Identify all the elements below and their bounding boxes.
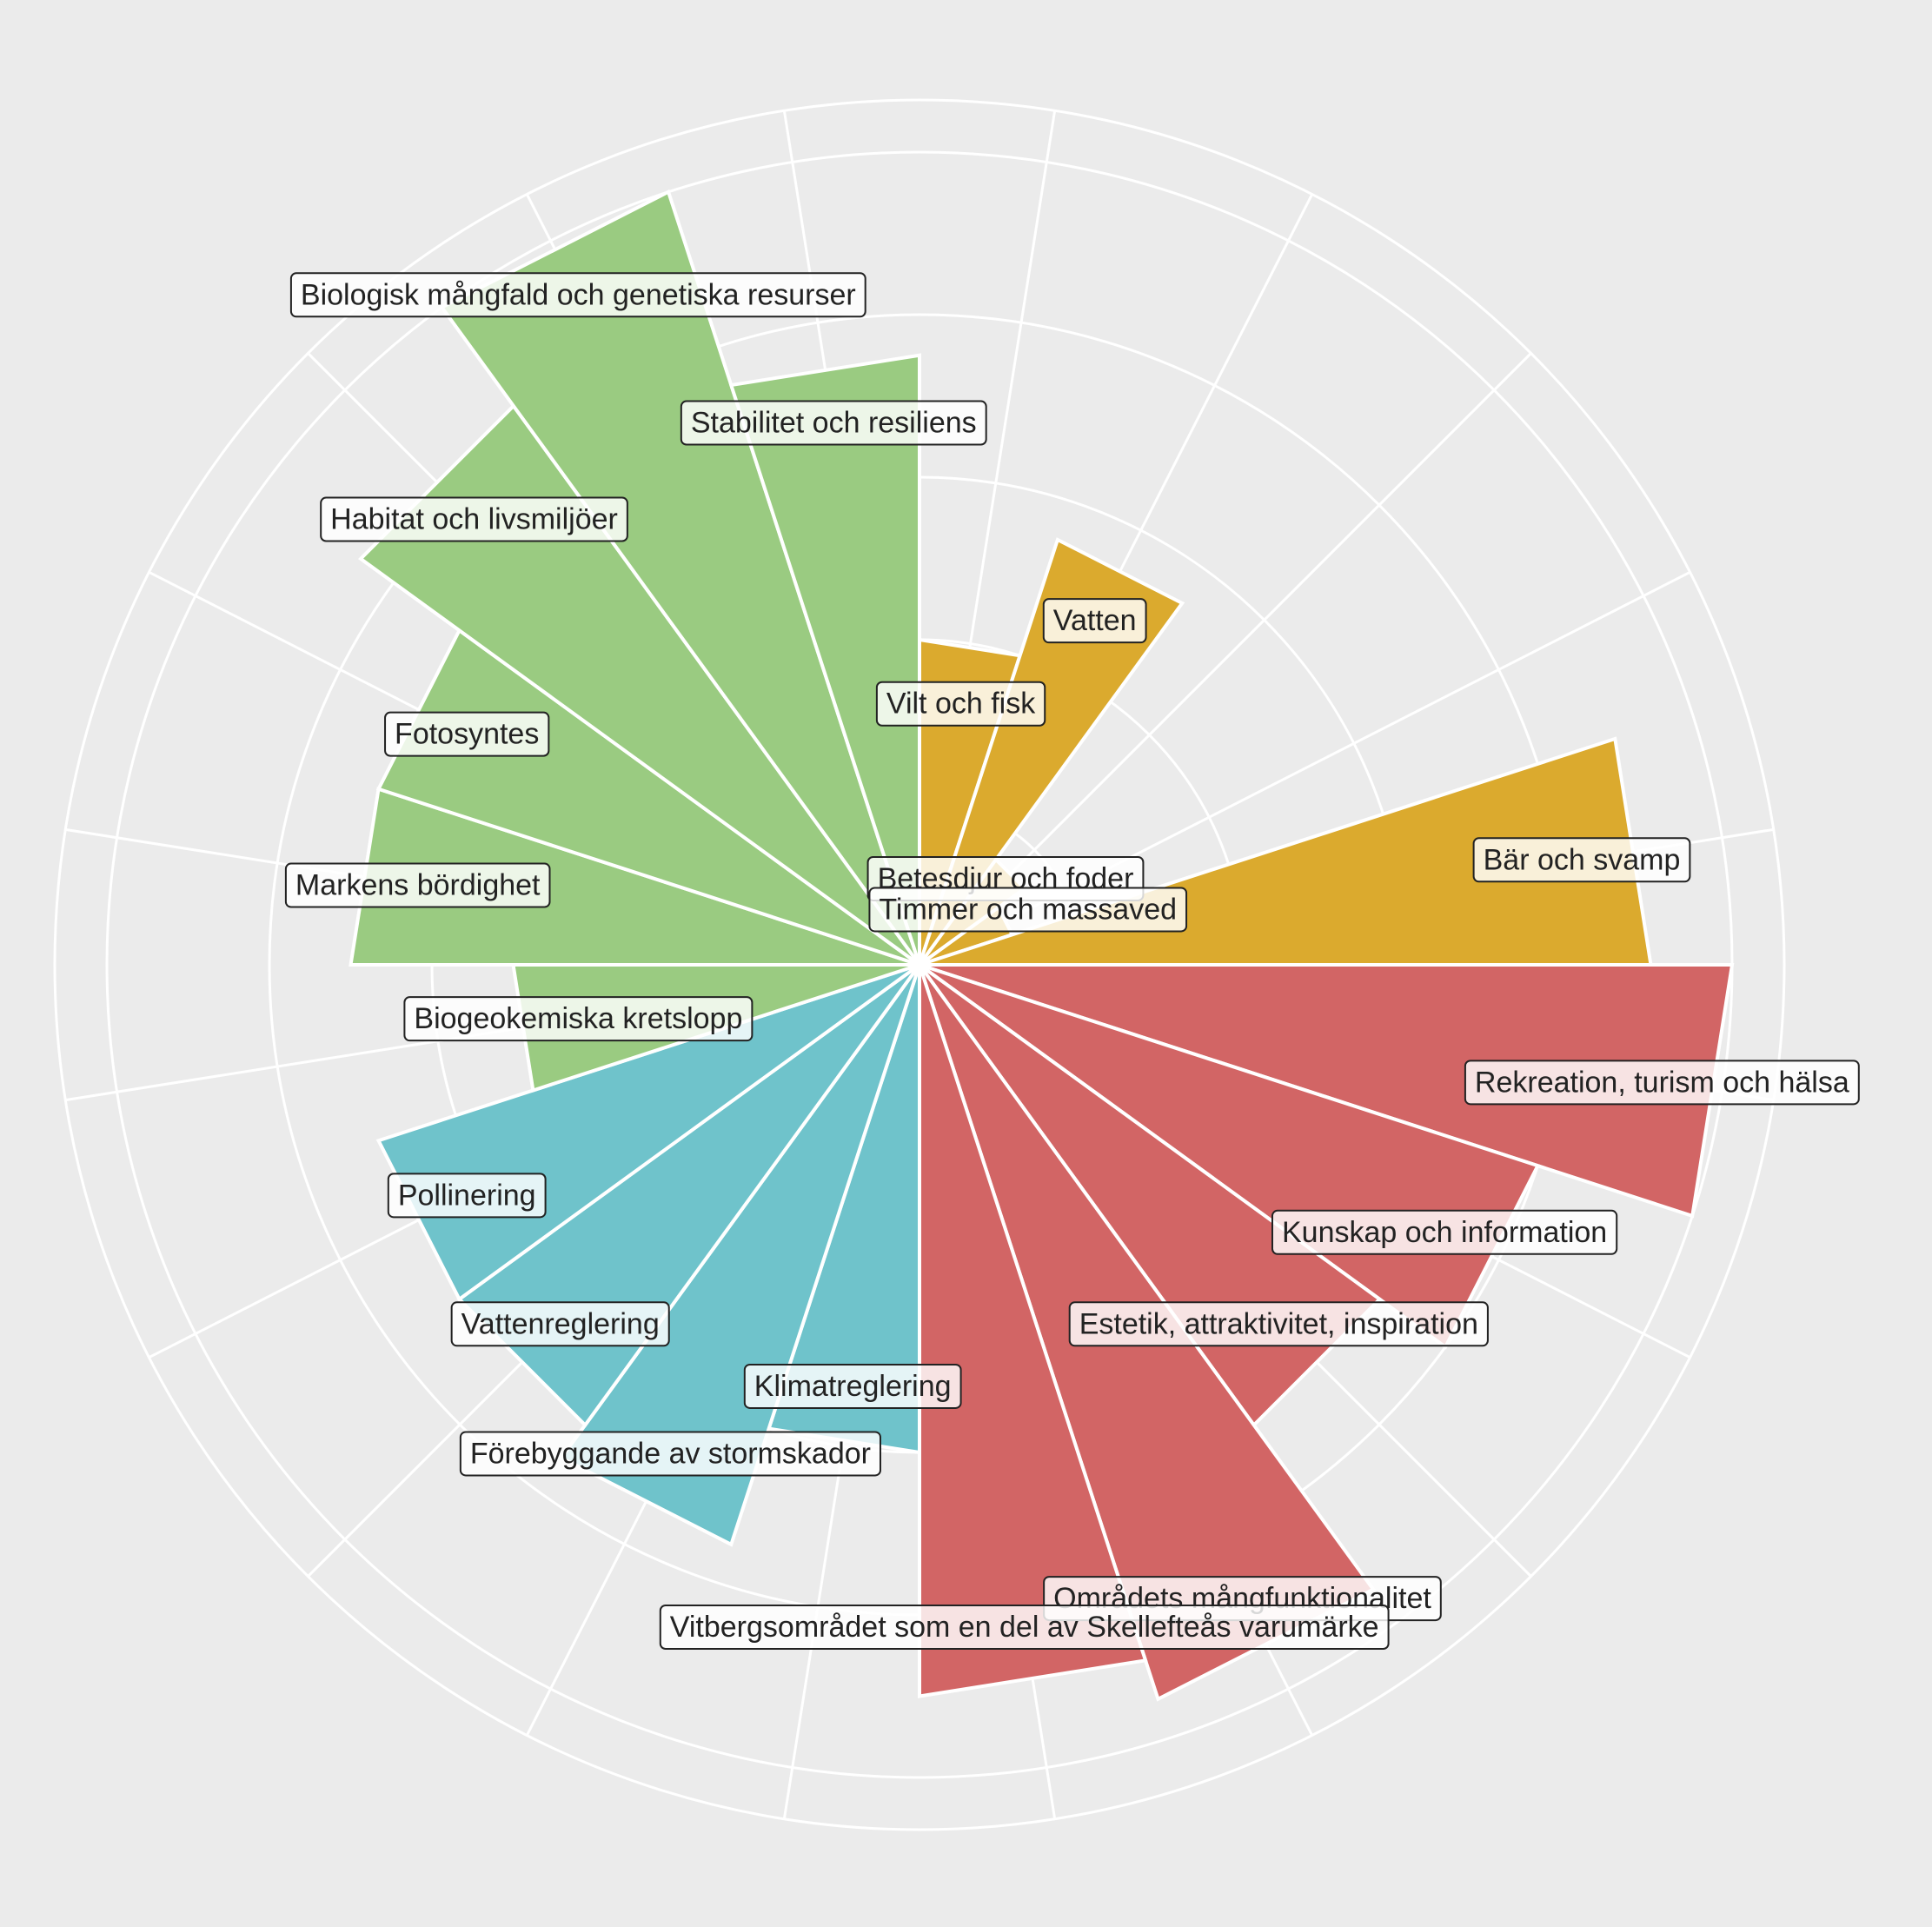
segment-label: Habitat och livsmiljöer [320,496,628,542]
label-box [1068,1301,1489,1347]
segment-label-text: Biologisk mångfald och genetiska resurse… [301,278,856,311]
segment-label: Biogeokemiska kretslopp [403,996,754,1042]
segment-label: Rekreation, turism och hälsa [1464,1060,1860,1106]
label-box [680,400,987,446]
segment-label: Bär och svamp [1472,837,1691,883]
segment-label-text: Timmer och massaved [879,893,1177,926]
bar-segment [728,353,921,966]
segment-label: Vitbergsområdet som en del av Skellefteå… [659,1605,1390,1650]
label-box [868,887,1188,933]
segment-label-text: Bär och svamp [1484,843,1681,876]
segment-label-text: Vattenreglering [461,1307,660,1340]
label-box [403,996,754,1042]
label-box [384,711,550,757]
segment-label: Estetik, attraktivitet, inspiration [1068,1301,1489,1347]
segment-label: Timmer och massaved [868,887,1188,933]
segment-label: Klimatreglering [743,1363,962,1409]
segment-label-text: Vatten [1053,604,1137,637]
label-box [289,272,866,318]
segment-label-text: Habitat och livsmiljöer [330,503,618,536]
segment-label-text: Biogeokemiska kretslopp [414,1002,742,1035]
label-box [743,1363,962,1409]
segment-label: Vattenreglering [450,1301,670,1347]
segment-label-text: Klimatreglering [754,1370,952,1403]
segment-label-text: Fotosyntes [395,718,539,751]
segment-label-text: Markens bördighet [295,869,541,902]
segment-label-text: Pollinering [398,1179,536,1212]
label-box [284,862,551,908]
segment-label: Vatten [1042,598,1147,644]
segment-label-text: Estetik, attraktivitet, inspiration [1079,1307,1478,1340]
label-box [875,681,1046,727]
grid-ring-outer [53,98,1786,1831]
segment-label: Stabilitet och resiliens [680,400,987,446]
segment-label: Vilt och fisk [875,681,1046,727]
segment-label-text: Kunskap och information [1282,1216,1607,1249]
label-box [459,1431,881,1477]
label-box [320,496,628,542]
label-box [1042,598,1147,644]
segment-label-text: Vitbergsområdet som en del av Skellefteå… [670,1611,1379,1644]
label-box [450,1301,670,1347]
segment-label: Förebyggande av stormskador [459,1431,881,1477]
segment-label-text: Rekreation, turism och hälsa [1475,1066,1849,1099]
segment-label-text: Stabilitet och resiliens [691,407,977,440]
segment-label: Biologisk mångfald och genetiska resurse… [289,272,866,318]
segment-label: Fotosyntes [384,711,550,757]
segment-label: Markens bördighet [284,862,551,908]
label-box [1472,837,1691,883]
segment-label: Kunskap och information [1271,1209,1618,1255]
label-box [659,1605,1390,1650]
segment-label-text: Vilt och fisk [886,688,1036,721]
segment-label-text: Förebyggande av stormskador [470,1437,871,1470]
label-box [1271,1209,1618,1255]
label-box [1464,1060,1860,1106]
label-box [387,1173,547,1219]
segment-label: Pollinering [387,1173,547,1219]
